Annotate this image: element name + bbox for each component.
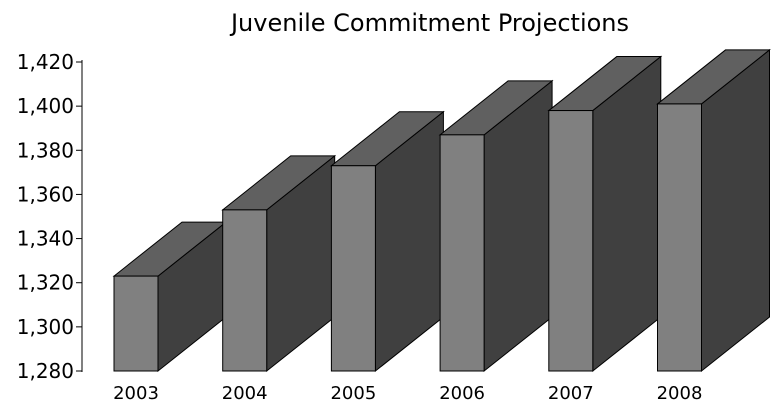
x-tick-label: 2003 bbox=[113, 383, 159, 404]
bars bbox=[112, 48, 771, 373]
bar-front bbox=[330, 165, 376, 372]
bar-side bbox=[701, 48, 770, 373]
bar-2006 bbox=[438, 79, 554, 373]
y-tick-labels: 1,280 1,300 1,320 1,340 1,360 1,380 1,400 1,420 bbox=[17, 50, 82, 383]
x-tick-label: 2007 bbox=[548, 383, 594, 404]
bar-side bbox=[592, 55, 662, 373]
bar-2003 bbox=[112, 221, 228, 373]
bar-front bbox=[222, 209, 268, 372]
y-tick-label: 1,420 bbox=[17, 50, 74, 74]
y-tick-label: 1,400 bbox=[17, 94, 74, 118]
y-tick-label: 1,360 bbox=[17, 182, 74, 206]
y-tick-label: 1,320 bbox=[17, 271, 74, 295]
bar-2008 bbox=[656, 48, 771, 373]
x-tick-label: 2005 bbox=[330, 383, 376, 404]
y-tick-label: 1,280 bbox=[17, 359, 74, 383]
bar-2005 bbox=[329, 110, 445, 373]
x-tick-label: 2004 bbox=[222, 383, 268, 404]
x-tick-labels: 2003 2004 2005 2006 2007 2008 bbox=[113, 383, 702, 404]
x-tick-label: 2006 bbox=[439, 383, 485, 404]
bar-front bbox=[113, 275, 159, 372]
x-tick-label: 2008 bbox=[657, 383, 703, 404]
bar-front bbox=[548, 110, 594, 372]
bar-front bbox=[657, 103, 702, 372]
bar-2007 bbox=[547, 55, 663, 373]
y-tick-label: 1,380 bbox=[17, 138, 74, 162]
y-tick-label: 1,300 bbox=[17, 315, 74, 339]
bar-2004 bbox=[221, 154, 337, 373]
chart-title: Juvenile Commitment Projections bbox=[229, 9, 629, 37]
bar-front bbox=[439, 134, 485, 372]
y-tick-label: 1,340 bbox=[17, 227, 74, 251]
